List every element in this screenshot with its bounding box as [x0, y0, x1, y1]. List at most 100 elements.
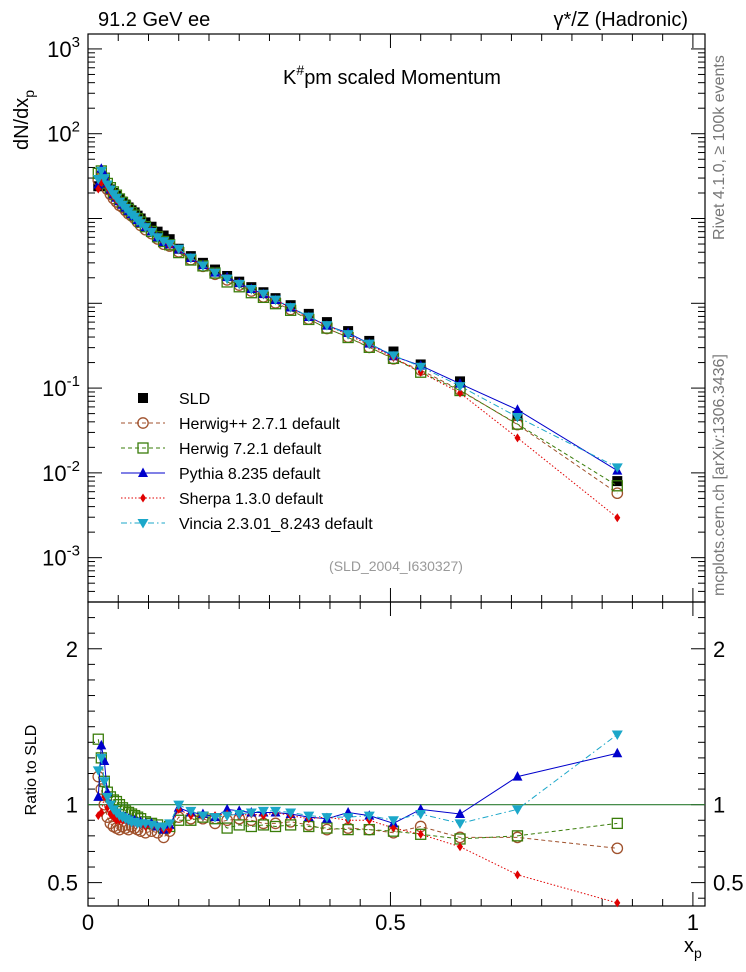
legend-marker: [138, 393, 148, 403]
ratio-data-point: [173, 800, 185, 811]
ratio-data-point: [98, 777, 110, 787]
ratio-data-point: [415, 810, 427, 820]
ratio-data-point: [454, 819, 466, 829]
ratio-data-point: [92, 733, 104, 745]
ratio-data-point: [185, 806, 197, 817]
ratio-data-point: [233, 810, 245, 820]
data-point: [221, 274, 233, 285]
ratio-data-point: [101, 792, 113, 803]
data-point: [139, 223, 151, 233]
ratio-data-point: [457, 842, 464, 852]
ratio-data-point: [321, 822, 333, 834]
ratio-data-point: [363, 811, 375, 822]
ratio-data-point: [164, 819, 176, 829]
legend-label: SLD: [179, 391, 210, 408]
side-text-rivet: Rivet 4.1.0, ≥ 100k events: [711, 55, 728, 240]
y-tick-label: 10NaN: [26, 0, 81, 5]
data-point: [158, 230, 169, 241]
data-point: [245, 285, 257, 295]
series-line: [97, 180, 618, 519]
ratio-data-point: [321, 813, 333, 823]
series-3: [93, 163, 623, 475]
legend-marker: [140, 493, 146, 503]
ratio-data-point: [197, 811, 209, 822]
data-point: [98, 174, 110, 184]
ratio-data-point: [511, 805, 523, 815]
ratio-y-tick-label-right: 0.5: [713, 871, 744, 896]
ratio-data-point: [611, 817, 623, 830]
x-tick-label: 0: [82, 910, 94, 935]
ratio-data-point: [245, 820, 257, 833]
legend: SLD Herwig++ 2.7.1 default Herwig 7.2.1 de…: [121, 391, 373, 533]
x-tick-label: 0.5: [375, 910, 406, 935]
ratio-data-point: [269, 820, 282, 833]
ratio-data-point: [455, 808, 466, 819]
ratio-y-tick-label: 0.5: [47, 871, 78, 896]
ratio-data-point: [612, 747, 623, 758]
ratio-series-1: [92, 770, 624, 855]
ratio-data-point: [611, 842, 624, 855]
ratio-data-point: [512, 771, 523, 781]
data-point: [185, 253, 197, 264]
ratio-y-tick-label-right: 1: [713, 793, 725, 818]
ratio-series-line: [97, 745, 618, 831]
legend-marker: [137, 519, 149, 529]
legend-label: Herwig 7.2.1 default: [179, 441, 322, 458]
data-point: [614, 513, 621, 523]
y-tick-label: 10-2: [42, 458, 80, 486]
main-panel: 10-310-210-110NaN10NaN102103: [26, 0, 706, 906]
ratio-data-point: [257, 806, 269, 817]
data-point: [146, 227, 158, 238]
ratio-data-point: [221, 822, 233, 834]
ratio-data-point: [95, 753, 107, 764]
side-text-mcplots: mcplots.cern.ch [arXiv:1306.3436]: [711, 354, 728, 596]
data-point: [173, 244, 185, 255]
ratio-data-point: [98, 807, 105, 817]
series-line: [97, 170, 618, 487]
analysis-id-label: (SLD_2004_I630327): [329, 558, 463, 574]
data-point: [454, 382, 466, 392]
ratio-y-tick-label: 1: [66, 793, 78, 818]
x-axis-label: xp: [684, 935, 702, 961]
data-point: [363, 339, 375, 350]
ratio-data-point: [611, 730, 623, 741]
ratio-data-point: [270, 806, 282, 817]
data-point: [342, 330, 354, 340]
ratio-data-point: [303, 811, 315, 822]
series-line: [97, 167, 618, 472]
data-point: [158, 237, 170, 247]
ratio-series-5: [92, 730, 623, 832]
legend-label: Pythia 8.235 default: [179, 466, 321, 483]
x-tick-label: 1: [687, 910, 699, 935]
data-point: [611, 463, 623, 473]
data-point: [303, 312, 315, 323]
ratio-data-point: [417, 829, 424, 839]
data-point: [514, 433, 521, 443]
ratio-data-point: [209, 813, 221, 823]
header-energy-label: 91.2 GeV ee: [98, 9, 210, 31]
data-point: [164, 239, 176, 250]
data-point: [415, 362, 427, 373]
data-point: [257, 289, 269, 300]
header-process-label: γ*/Z (Hadronic): [554, 9, 688, 31]
y-tick-label: 10-1: [42, 373, 80, 401]
ratio-series-line: [97, 739, 618, 840]
legend-marker: [137, 442, 149, 454]
legend-label: Herwig++ 2.7.1 default: [179, 416, 341, 433]
ratio-data-point: [614, 898, 621, 908]
data-point: [209, 268, 221, 279]
legend-marker: [137, 417, 149, 429]
ratio-y-tick-label: 2: [66, 637, 78, 662]
data-point: [101, 180, 113, 190]
ratio-data-point: [415, 828, 427, 840]
ratio-data-point: [514, 870, 521, 880]
ratio-data-point: [166, 825, 173, 835]
ratio-data-point: [285, 808, 297, 818]
plot-title: K#pm scaled Momentum: [283, 62, 501, 89]
series-1: [92, 171, 624, 500]
data-point: [270, 295, 282, 306]
data-point: [197, 261, 209, 272]
ratio-data-point: [245, 808, 257, 818]
data-point: [611, 487, 624, 500]
ratio-data-point: [92, 766, 104, 776]
